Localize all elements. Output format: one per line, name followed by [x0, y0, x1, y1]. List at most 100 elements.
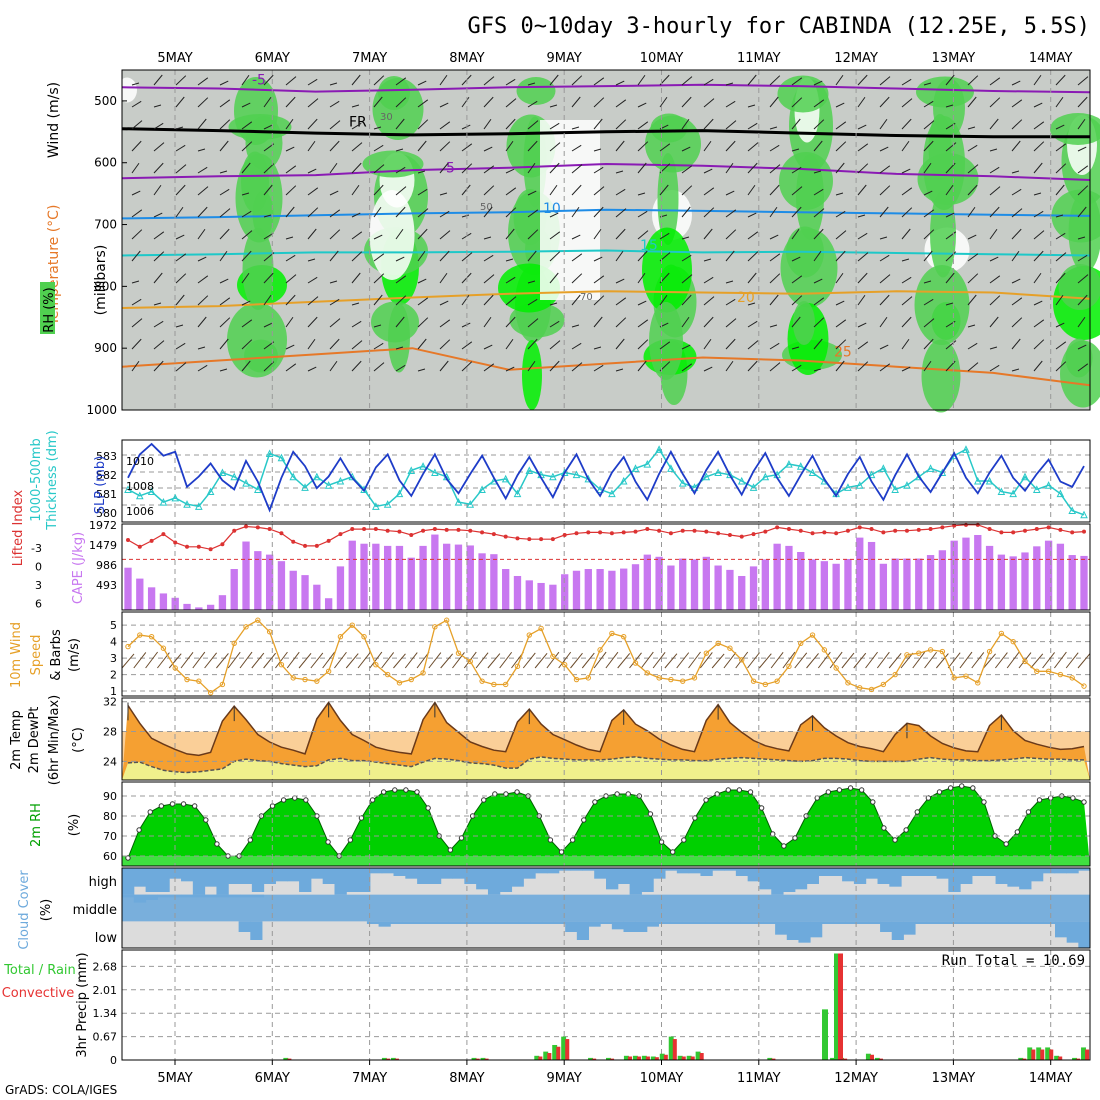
precip-convective-bar — [690, 1056, 695, 1060]
cape-bar — [324, 598, 333, 610]
wind-barb — [615, 170, 624, 174]
wind-barb-10m — [428, 652, 442, 669]
cloud-bar-low — [635, 921, 648, 932]
cloud-bar-high — [535, 868, 548, 874]
temp-ylabel: (°C) — [71, 727, 86, 753]
thickness-marker — [1080, 510, 1088, 519]
wind-barb — [439, 162, 449, 174]
thickness-marker — [997, 487, 1006, 496]
wind-barb — [593, 275, 605, 284]
wind-barb — [329, 190, 339, 196]
wind-barb — [835, 121, 847, 130]
wind-speed-marker — [727, 645, 733, 651]
wind-barb — [373, 144, 384, 152]
wind-barb — [659, 96, 668, 108]
wind-barb-10m — [865, 651, 878, 669]
wind-barb — [153, 360, 164, 372]
wind-barb — [659, 341, 671, 350]
wind-barb — [769, 184, 780, 196]
isotherm-line — [121, 127, 1090, 139]
wind-barb — [615, 188, 626, 196]
wind-barb — [329, 318, 341, 328]
wind-speed-marker — [821, 647, 828, 653]
wind-barb-10m — [947, 652, 961, 669]
wind-speed-marker — [1081, 683, 1087, 689]
wind-barb — [879, 185, 891, 196]
wind-barb — [1033, 102, 1043, 108]
rh-marker — [947, 785, 954, 791]
lifted-index-marker — [1070, 530, 1075, 535]
wind-barb — [483, 185, 495, 196]
wind-barb — [197, 275, 209, 284]
wind-barb — [241, 339, 253, 350]
wind-speed-marker — [160, 645, 167, 651]
wind-barb — [1011, 188, 1022, 196]
wind-speed-marker — [443, 617, 450, 623]
wind-speed-marker — [231, 640, 237, 646]
lifted-index-marker — [397, 529, 402, 534]
wind-barb-10m — [640, 651, 654, 669]
thickness-marker — [903, 481, 911, 489]
wind-barb — [439, 121, 451, 130]
wind-barb — [527, 360, 536, 372]
precip-total-bar — [381, 1057, 387, 1060]
precip-convective-bar — [1076, 1058, 1081, 1060]
wind-barb — [505, 140, 514, 152]
cape-bar — [360, 543, 368, 610]
wind-barb — [549, 360, 560, 372]
wind-barb — [549, 212, 559, 218]
cape-bar — [147, 587, 156, 610]
wind-barb-10m — [286, 651, 300, 669]
temperature-line — [127, 701, 1085, 757]
wind-barb — [395, 77, 407, 86]
lifted-index-marker — [350, 527, 355, 532]
wind-barb — [395, 364, 406, 372]
wind-barb — [1033, 230, 1045, 240]
pressure-tick: 600 — [94, 156, 117, 170]
wind-barb — [571, 253, 583, 262]
wind-barb — [307, 187, 319, 196]
wind-barb — [549, 122, 560, 130]
precip-total-bar — [480, 1057, 486, 1060]
lifted-index-marker — [409, 532, 414, 537]
wind-barb — [923, 318, 935, 328]
rh-marker — [547, 837, 554, 843]
wind-barb — [901, 140, 910, 152]
lifted-index-marker — [633, 529, 638, 534]
lifted-index-marker — [857, 525, 862, 530]
wind-barb — [879, 236, 888, 240]
wind-barb — [263, 184, 273, 196]
wind-barb — [483, 76, 495, 86]
wind-barb — [989, 206, 1000, 218]
wind-barb — [945, 212, 955, 218]
wind-barb — [989, 256, 999, 262]
wind-barb — [637, 141, 649, 152]
wind-barb — [351, 360, 362, 372]
wind-barb — [725, 209, 737, 218]
thickness-marker — [265, 449, 274, 458]
cloud-bar-high — [251, 868, 265, 892]
wind-barb — [725, 338, 736, 350]
precip-convective-bar — [672, 1039, 677, 1060]
wind-barb — [1055, 163, 1067, 174]
wind-speed-marker — [656, 675, 662, 681]
wind-barb — [791, 148, 800, 152]
cape-bar — [466, 545, 474, 610]
rh-contour-region — [914, 265, 970, 345]
precip-convective-bar — [556, 1046, 561, 1060]
wind-barb — [1011, 119, 1023, 130]
cape-bar — [749, 566, 758, 610]
rh-marker — [592, 799, 598, 805]
cloud-mid-fill — [122, 894, 1090, 922]
wind-barb — [417, 278, 427, 284]
wind-barb — [373, 75, 385, 86]
rh-contour-region — [1065, 338, 1093, 378]
lifted-index-marker — [1022, 528, 1027, 533]
rh-marker — [825, 789, 832, 795]
wind-barb — [1055, 74, 1066, 86]
precip-convective-bar — [610, 1058, 615, 1060]
cloud-bar-low — [973, 921, 986, 924]
wind-barb — [681, 254, 692, 262]
top-date-label: 9MAY — [547, 51, 582, 66]
wind-barb — [329, 298, 340, 306]
